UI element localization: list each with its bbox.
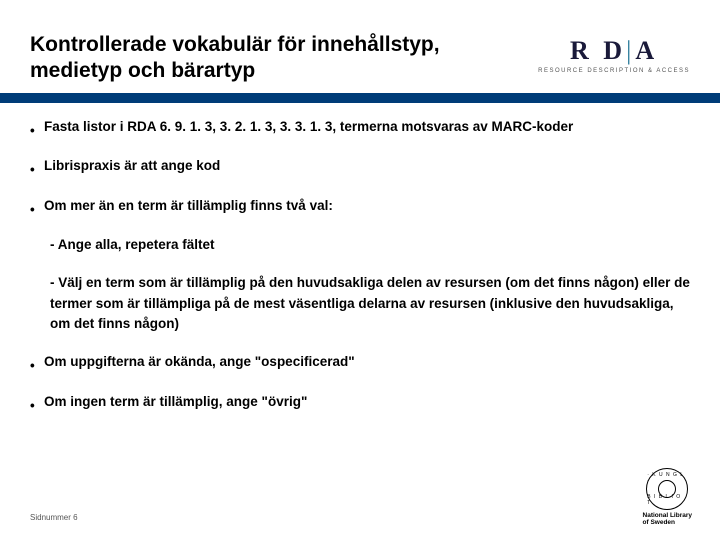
sub-bullet: - Ange alla, repetera fältet — [50, 235, 690, 255]
bullet-dot-icon: • — [30, 160, 36, 180]
bullet-text: Om uppgifterna är okända, ange "ospecifi… — [44, 352, 355, 372]
bullet-item: • Om ingen term är tillämplig, ange "övr… — [30, 392, 690, 416]
bullet-text: Librispraxis är att ange kod — [44, 156, 220, 176]
rda-tagline: RESOURCE DESCRIPTION & ACCESS — [538, 68, 690, 74]
bullet-text: Om ingen term är tillämplig, ange "övrig… — [44, 392, 307, 412]
slide: Kontrollerade vokabulär för innehållstyp… — [0, 0, 720, 540]
accent-bar — [0, 93, 720, 103]
bullet-text: Om mer än en term är tillämplig finns tv… — [44, 196, 333, 216]
rda-logo: R D|A RESOURCE DESCRIPTION & ACCESS — [538, 36, 690, 74]
bullet-item: • Om mer än en term är tillämplig finns … — [30, 196, 690, 220]
page-number: Sidnummer 6 — [30, 513, 78, 522]
bullet-item: • Om uppgifterna är okända, ange "ospeci… — [30, 352, 690, 376]
bullet-text: Fasta listor i RDA 6. 9. 1. 3, 3. 2. 1. … — [44, 117, 573, 137]
bullet-item: • Librispraxis är att ange kod — [30, 156, 690, 180]
bullet-dot-icon: • — [30, 356, 36, 376]
page-title: Kontrollerade vokabulär för innehållstyp… — [30, 32, 460, 85]
content-area: • Fasta listor i RDA 6. 9. 1. 3, 3. 2. 1… — [30, 117, 690, 416]
bullet-dot-icon: • — [30, 200, 36, 220]
bullet-item: • Fasta listor i RDA 6. 9. 1. 3, 3. 2. 1… — [30, 117, 690, 141]
sub-bullet: - Välj en term som är tillämplig på den … — [50, 273, 690, 334]
bullet-dot-icon: • — [30, 121, 36, 141]
bullet-dot-icon: • — [30, 396, 36, 416]
kb-seal-icon: · K U N G L · B I B L I O T — [646, 468, 688, 510]
header-row: Kontrollerade vokabulär för innehållstyp… — [30, 32, 690, 85]
rda-logo-text: R D|A — [538, 36, 690, 66]
kb-logo: · K U N G L · B I B L I O T National Lib… — [643, 468, 692, 526]
kb-caption: National Library of Sweden — [643, 512, 692, 526]
